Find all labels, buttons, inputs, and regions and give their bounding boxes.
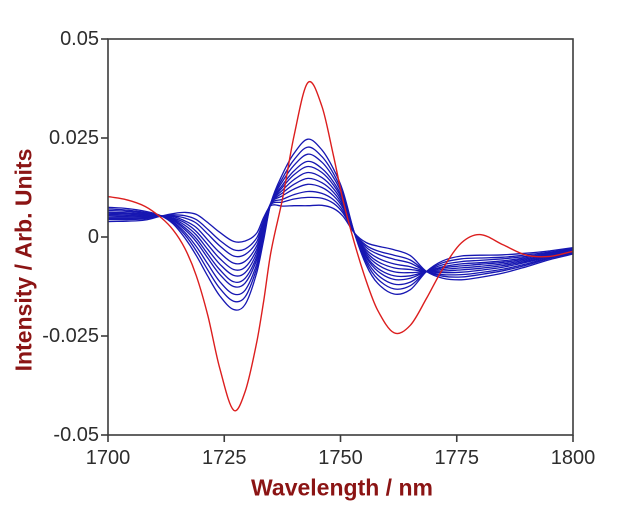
x-tick-label: 1700 <box>85 447 131 469</box>
x-tick-label: 1775 <box>434 447 480 469</box>
spectrum-curve-blue-spectrum-5 <box>108 165 574 283</box>
y-tick-label: 0 <box>87 226 99 248</box>
spectrum-curve-blue-spectrum-6 <box>108 171 574 277</box>
spectrum-curve-blue-spectrum-4 <box>108 160 574 288</box>
spectrum-curve-blue-spectrum-3 <box>108 153 574 296</box>
x-tick-label: 1725 <box>202 447 247 469</box>
y-tick-label: -0.05 <box>53 424 99 446</box>
x-tick-label: 1800 <box>550 447 596 469</box>
x-tick-label: 1750 <box>318 447 363 469</box>
spectrum-curve-blue-spectrum-7 <box>108 177 574 273</box>
spectrum-curve-blue-spectrum-1 <box>108 138 574 311</box>
spectrum-curve-blue-spectrum-9 <box>108 190 574 276</box>
spectrum-curve-blue-spectrum-8 <box>108 183 574 274</box>
spectrum-curve-red-spectrum <box>108 80 574 412</box>
y-tick-label: 0.025 <box>48 127 99 149</box>
y-tick-label: 0.05 <box>60 28 99 50</box>
y-tick-label: -0.025 <box>42 325 99 347</box>
spectrum-curve-blue-spectrum-10 <box>108 196 574 278</box>
spectrum-curve-blue-spectrum-11 <box>108 204 574 281</box>
x-axis-title: Wavelength / nm <box>251 474 433 501</box>
spectrum-curve-blue-spectrum-2 <box>108 146 574 303</box>
